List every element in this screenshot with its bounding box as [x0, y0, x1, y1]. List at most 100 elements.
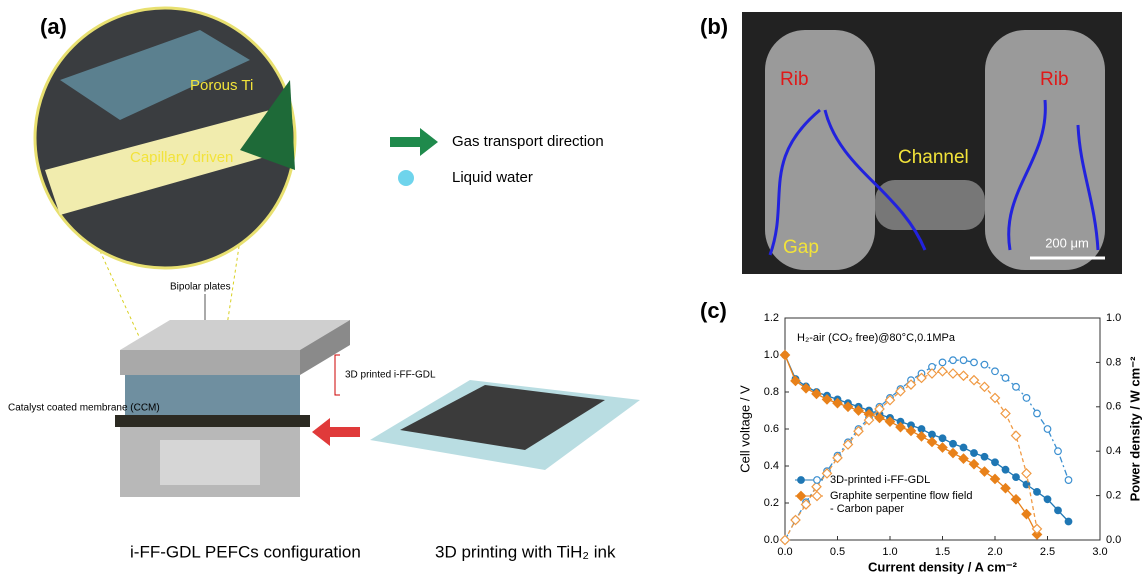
figure: (a) Porous Ti Capillary driven Gas trans…: [0, 0, 1146, 574]
panel-label: (a): [40, 14, 67, 39]
y-tick-label: 0.0: [764, 534, 779, 546]
y2-tick-label: 0.8: [1106, 356, 1121, 368]
caption: i-FF-GDL PEFCs configuration: [130, 542, 361, 561]
rib-shape: [985, 30, 1105, 270]
marker: [981, 361, 988, 368]
marker: [992, 459, 999, 466]
callout: Bipolar plates: [170, 282, 231, 293]
marker: [1034, 489, 1041, 496]
marker: [992, 368, 999, 375]
arrow: [312, 418, 360, 446]
legend-marker: [798, 477, 805, 484]
marker: [1002, 466, 1009, 473]
marker: [950, 441, 957, 448]
marker: [960, 357, 967, 364]
y-tick-label: 0.2: [764, 497, 779, 509]
x-tick-label: 1.5: [935, 546, 950, 558]
marker: [1023, 395, 1030, 402]
marker: [949, 369, 958, 378]
marker: [949, 449, 958, 458]
marker: [781, 536, 790, 545]
marker: [1055, 507, 1062, 514]
marker: [1044, 426, 1051, 433]
sem-label: Channel: [898, 147, 969, 168]
marker: [981, 453, 988, 460]
marker: [1002, 375, 1009, 382]
x-tick-label: 2.5: [1040, 546, 1055, 558]
x-tick-label: 0.5: [830, 546, 845, 558]
marker: [1022, 469, 1031, 478]
marker: [1033, 524, 1042, 533]
marker: [970, 376, 979, 385]
marker: [928, 369, 937, 378]
marker: [1055, 448, 1062, 455]
x-tick-label: 3.0: [1092, 546, 1107, 558]
x-axis-label: Current density / A cm⁻²: [868, 559, 1018, 574]
y2-tick-label: 0.4: [1106, 445, 1121, 457]
marker: [971, 359, 978, 366]
panel-label: (b): [700, 14, 728, 39]
plate-bottom: [160, 440, 260, 485]
marker: [971, 450, 978, 457]
y-axis-label: Cell voltage / V: [737, 385, 752, 473]
plate-front: [120, 350, 300, 375]
sem-label: Rib: [1040, 69, 1069, 90]
callout: Catalyst coated membrane (CCM): [8, 403, 160, 414]
legend-text: Liquid water: [452, 169, 533, 186]
marker: [991, 393, 1000, 402]
y2-tick-label: 0.6: [1106, 401, 1121, 413]
marker: [939, 359, 946, 366]
y-tick-label: 1.0: [764, 349, 779, 361]
legend-marker: [814, 477, 821, 484]
legend-arrow: [390, 128, 438, 156]
scale-label: 200 μm: [1045, 235, 1089, 250]
annotation: H₂-air (CO₂ free)@80°C,0.1MPa: [797, 332, 956, 344]
zoom-text: Capillary driven: [130, 149, 233, 166]
marker: [950, 357, 957, 364]
y-tick-label: 0.8: [764, 386, 779, 398]
y-tick-label: 0.4: [764, 460, 779, 472]
ccm: [115, 415, 310, 427]
marker: [959, 454, 968, 463]
marker: [896, 423, 905, 432]
water-icon: [398, 170, 414, 186]
bracket: [335, 355, 340, 395]
marker: [970, 460, 979, 469]
marker: [938, 443, 947, 452]
marker: [1065, 477, 1072, 484]
callout: 3D printed i-FF-GDL: [345, 370, 436, 381]
marker: [1022, 510, 1031, 519]
marker: [1044, 496, 1051, 503]
marker: [1013, 384, 1020, 391]
marker: [907, 426, 916, 435]
legend-label: Graphite serpentine flow field- Carbon p…: [830, 490, 972, 515]
marker: [1034, 410, 1041, 417]
marker: [917, 432, 926, 441]
marker: [791, 516, 800, 525]
y-tick-label: 1.2: [764, 312, 779, 324]
caption: 3D printing with TiH₂ ink: [435, 542, 616, 561]
y-tick-label: 0.6: [764, 423, 779, 435]
y2-tick-label: 0.2: [1106, 490, 1121, 502]
x-tick-label: 2.0: [987, 546, 1002, 558]
legend-marker: [813, 492, 822, 501]
x-tick-label: 1.0: [882, 546, 897, 558]
marker: [1012, 431, 1021, 440]
legend-label: 3D-printed i-FF-GDL: [830, 474, 930, 486]
y2-tick-label: 0.0: [1106, 534, 1121, 546]
y2-tick-label: 1.0: [1106, 312, 1121, 324]
panel-label: (c): [700, 298, 727, 323]
marker: [960, 444, 967, 451]
marker: [959, 371, 968, 380]
marker: [928, 437, 937, 446]
marker: [939, 435, 946, 442]
sem-label: Rib: [780, 69, 809, 90]
marker: [1013, 474, 1020, 481]
marker: [1065, 518, 1072, 525]
legend-text: Gas transport direction: [452, 133, 604, 150]
channel-floor: [875, 180, 985, 230]
rib-shape: [765, 30, 875, 270]
sem-label: Gap: [783, 237, 819, 258]
marker: [938, 367, 947, 376]
